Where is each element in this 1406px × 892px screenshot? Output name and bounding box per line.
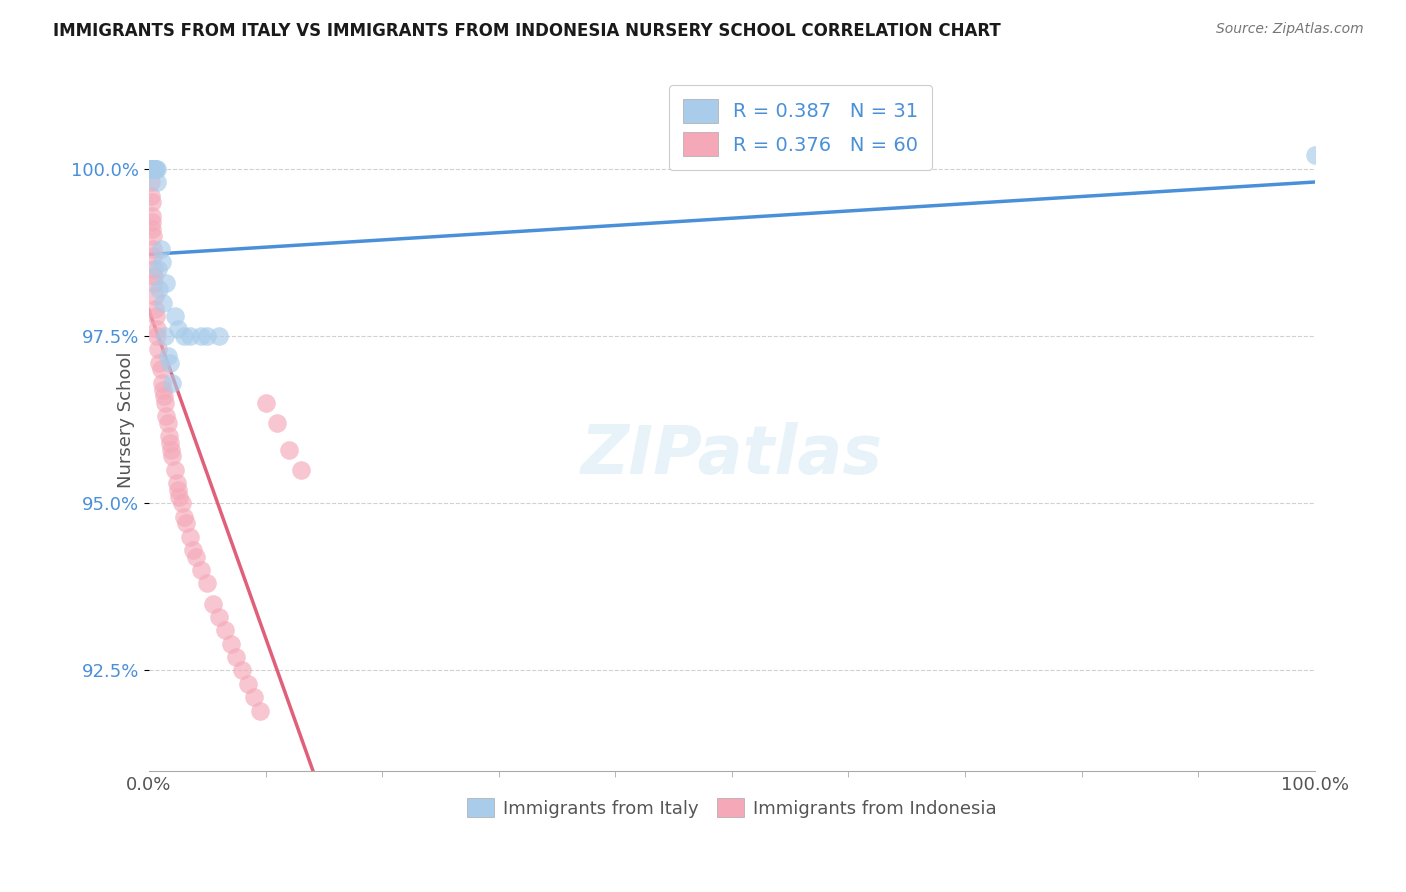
Point (163, 309, 186, 323)
Point (162, 450, 184, 464)
Point (139, 161, 162, 176)
Text: Source: ZipAtlas.com: Source: ZipAtlas.com (1216, 22, 1364, 37)
Point (208, 329, 231, 343)
Point (138, 161, 160, 176)
Point (148, 282, 170, 296)
Point (190, 329, 212, 343)
Point (243, 690, 266, 705)
Point (179, 329, 201, 343)
Point (156, 416, 179, 430)
Point (148, 356, 170, 370)
Point (143, 289, 166, 303)
Point (152, 383, 174, 397)
Point (150, 376, 173, 390)
Point (142, 262, 165, 277)
Point (166, 476, 188, 491)
Point (155, 396, 177, 410)
Point (190, 563, 212, 577)
Point (150, 255, 173, 269)
Point (159, 356, 181, 370)
Point (143, 161, 166, 176)
Point (195, 576, 218, 591)
Point (139, 161, 162, 176)
Point (142, 268, 165, 283)
Point (139, 161, 162, 176)
Point (145, 161, 167, 176)
Point (141, 161, 163, 176)
Point (141, 195, 163, 210)
Point (142, 242, 165, 256)
Point (202, 597, 225, 611)
Point (146, 175, 169, 189)
Point (141, 188, 163, 202)
Point (173, 329, 195, 343)
Point (155, 409, 177, 424)
Point (139, 161, 162, 176)
Point (142, 249, 165, 263)
Point (1303, 148, 1326, 162)
Point (145, 161, 167, 176)
Point (139, 175, 162, 189)
Point (143, 276, 166, 290)
Point (141, 222, 163, 236)
Point (159, 436, 181, 450)
Point (290, 463, 312, 477)
Point (163, 463, 186, 477)
Point (155, 276, 177, 290)
Point (146, 329, 169, 343)
Point (162, 376, 184, 390)
Point (155, 329, 177, 343)
Point (145, 309, 167, 323)
Point (167, 483, 190, 497)
Point (181, 543, 204, 558)
Point (195, 329, 218, 343)
Point (157, 429, 180, 443)
Point (169, 490, 191, 504)
Point (231, 664, 253, 678)
Text: ZIPatlas: ZIPatlas (581, 422, 883, 488)
Point (152, 295, 174, 310)
Point (145, 302, 167, 317)
Point (142, 161, 165, 176)
Point (145, 322, 167, 336)
Point (148, 343, 170, 357)
Point (214, 624, 236, 638)
Point (249, 704, 271, 718)
Point (254, 396, 277, 410)
Point (139, 161, 162, 176)
Point (173, 509, 195, 524)
Point (145, 161, 167, 176)
Point (149, 362, 172, 376)
Point (143, 161, 166, 176)
Point (225, 650, 247, 665)
Point (236, 677, 259, 691)
Point (142, 228, 165, 243)
Point (141, 161, 163, 176)
Point (219, 637, 242, 651)
Point (141, 209, 163, 223)
Point (167, 322, 190, 336)
Point (208, 610, 231, 624)
Point (148, 262, 170, 277)
Point (170, 496, 193, 510)
Text: IMMIGRANTS FROM ITALY VS IMMIGRANTS FROM INDONESIA NURSERY SCHOOL CORRELATION CH: IMMIGRANTS FROM ITALY VS IMMIGRANTS FROM… (53, 22, 1001, 40)
Point (141, 161, 163, 176)
Point (141, 215, 163, 229)
Point (156, 349, 179, 363)
Point (142, 161, 165, 176)
Point (153, 389, 176, 403)
Y-axis label: Nursery School: Nursery School (117, 351, 135, 488)
Point (174, 516, 197, 531)
Legend: Immigrants from Italy, Immigrants from Indonesia: Immigrants from Italy, Immigrants from I… (460, 791, 1004, 825)
Point (277, 442, 299, 457)
Point (149, 242, 172, 256)
Point (184, 549, 207, 564)
Point (266, 416, 288, 430)
Point (179, 530, 201, 544)
Point (160, 442, 183, 457)
Point (139, 161, 162, 176)
